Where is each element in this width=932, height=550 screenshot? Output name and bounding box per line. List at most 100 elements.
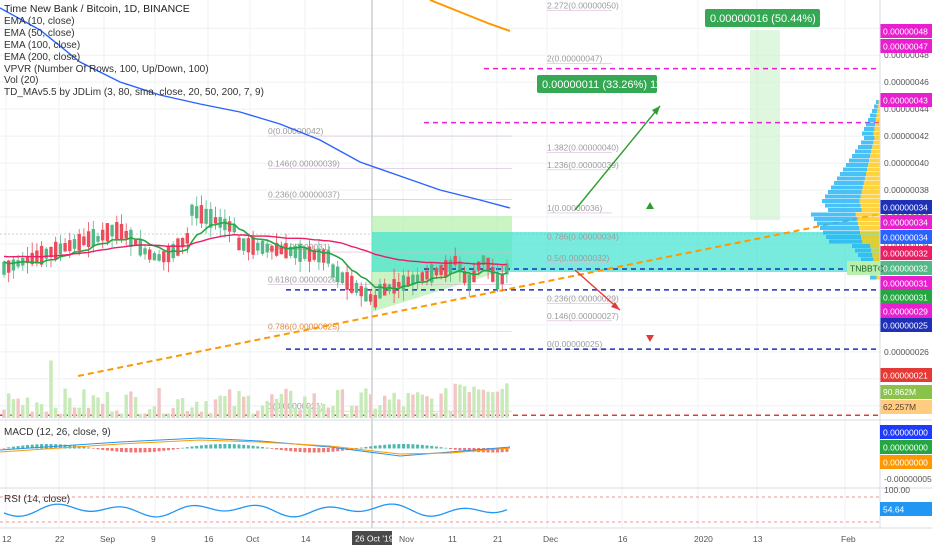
candle-body [481, 255, 486, 266]
macd-hist [124, 448, 128, 453]
candle [336, 260, 340, 288]
fib-label: 0.146(0.00000039) [268, 158, 340, 168]
candle-body [486, 257, 490, 271]
macd-hist [270, 448, 274, 449]
candle-body [138, 238, 142, 256]
candle [491, 258, 495, 283]
price-tag-bg [880, 39, 932, 53]
vol-tag-2-bg [880, 400, 932, 414]
ema50-line [3, 233, 507, 266]
legend-vpvr: VPVR (Number Of Rows, 100, Up/Down, 100) [4, 63, 209, 75]
candle-body [378, 284, 382, 299]
symbol-tag-bg [847, 261, 880, 275]
candle-body [25, 257, 30, 264]
macd-hist [40, 444, 44, 449]
macd-hist [35, 444, 39, 449]
candle [472, 262, 476, 283]
volume-bar [72, 407, 77, 418]
small-down-marker [646, 335, 654, 342]
macd-hist [138, 448, 142, 453]
candle [246, 235, 251, 261]
price-tag: 0.00000034 [883, 203, 928, 213]
volume-bar [307, 406, 312, 418]
vp-down [867, 167, 880, 172]
candle [96, 232, 100, 246]
vp-down [860, 230, 880, 235]
candle-body [91, 228, 95, 246]
macd-hist [364, 446, 368, 449]
candle [213, 206, 218, 230]
price-tag: 0.00000043 [883, 96, 928, 106]
candle [321, 248, 326, 271]
candle [458, 256, 462, 282]
macd-hist [148, 448, 152, 453]
signal-line [0, 439, 511, 455]
volume-bar [430, 398, 434, 418]
candle-body [260, 240, 265, 254]
price-tag-bg [880, 304, 932, 318]
vp-up [866, 122, 876, 127]
macd-tag-bg [880, 425, 932, 439]
volume-bar [472, 386, 476, 418]
target-label-2: 0.00000016 (50.44%) 16 [705, 9, 831, 27]
candle-body [415, 274, 420, 282]
vp-down [872, 145, 880, 149]
candle-body [199, 205, 204, 224]
macd-hist [2, 448, 6, 449]
vp-up [852, 154, 871, 158]
candle [495, 263, 500, 292]
candle-body [101, 229, 105, 241]
candle-body [406, 276, 410, 287]
vp-up [825, 203, 861, 208]
candle [82, 228, 86, 247]
macd-hist [195, 445, 199, 449]
time-label: 9 [151, 534, 156, 544]
price-tag: 0.00000029 [883, 307, 928, 317]
macd-hist [331, 448, 335, 452]
candle-body [72, 239, 77, 249]
macd-hist [378, 445, 382, 449]
macd-hist [87, 447, 91, 449]
volume-bar [265, 400, 269, 418]
volume-bar [133, 396, 138, 418]
price-tag-bg [880, 290, 932, 304]
candle [486, 257, 490, 280]
vp-up [846, 163, 869, 167]
candle-body [383, 283, 387, 296]
arrow-down-line [574, 269, 621, 311]
candle-body [368, 294, 373, 302]
price-tag: 0.00000031 [883, 293, 928, 303]
vp-down [869, 158, 880, 163]
vp-down [861, 235, 880, 239]
macd-hist [228, 444, 232, 449]
candle [340, 271, 345, 285]
candle [279, 241, 283, 255]
macd-hist [279, 448, 283, 451]
volume-bar [345, 413, 349, 418]
volume-bar [420, 394, 424, 418]
candle-body [251, 237, 255, 255]
volume-bar [312, 393, 316, 418]
macd-hist [312, 448, 316, 453]
price-tag: 0.00000048 [883, 27, 928, 37]
candle [227, 216, 232, 243]
macd-hist [496, 448, 499, 453]
trend-line-dashed [77, 213, 881, 377]
vp-down [860, 194, 880, 199]
macd-hist [308, 448, 311, 453]
candle-body [340, 272, 345, 283]
volume-bar [63, 388, 67, 418]
candle [223, 209, 227, 238]
arrow-down-head [611, 302, 620, 310]
volume-bar [368, 394, 373, 418]
vp-up [831, 185, 863, 190]
candle-body [63, 242, 67, 252]
candle-body [321, 249, 326, 263]
candle-body [227, 221, 232, 232]
volume-bar [274, 398, 279, 418]
candle-body [204, 208, 208, 224]
price-tag-bg [880, 318, 932, 332]
price-tag: 0.00000032 [883, 264, 928, 274]
vp-up [834, 181, 864, 185]
